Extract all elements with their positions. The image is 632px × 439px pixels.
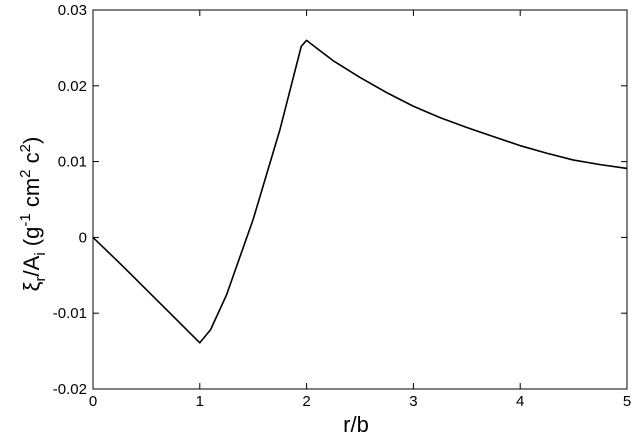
x-tick-label: 2: [302, 393, 310, 410]
y-tick-label: -0.01: [53, 305, 87, 322]
y-label-slash-a: /A: [19, 255, 44, 276]
x-tick-label: 3: [409, 393, 417, 410]
y-label-cm: cm: [19, 178, 44, 213]
y-axis-ticks: -0.02 -0.01 0 0.01 0.02 0.03: [53, 2, 627, 398]
y-axis-label: ξr/Ai (g-1 cm2 c2): [17, 137, 49, 292]
y-label-sub-r: r: [32, 276, 49, 281]
y-label-sup-c: 2: [17, 144, 34, 152]
y-label-g: (g: [19, 227, 44, 253]
y-label-close: ): [19, 137, 44, 144]
series-line: [92, 39, 628, 344]
x-tick-label: 4: [516, 393, 524, 410]
y-tick-label: 0.03: [58, 2, 87, 19]
x-axis-ticks: 0 1 2 3 4 5: [89, 10, 631, 410]
y-tick-label: 0: [79, 229, 87, 246]
plot-border: [92, 9, 628, 390]
series-layer: [92, 39, 628, 344]
y-label-xi: ξ: [19, 281, 44, 291]
y-tick-label: 0.02: [58, 78, 87, 95]
x-tick-label: 0: [89, 393, 97, 410]
y-tick-label: -0.02: [53, 381, 87, 398]
y-tick-label: 0.01: [58, 154, 87, 171]
y-label-sup-g: -1: [17, 213, 34, 226]
x-axis-label: r/b: [343, 412, 369, 437]
y-label-sub-i: i: [32, 252, 49, 255]
x-tick-label: 5: [623, 393, 631, 410]
y-label-sup-cm: 2: [17, 169, 34, 177]
plot-frame: [92, 9, 628, 390]
y-label-c: c: [19, 152, 44, 169]
x-tick-label: 1: [196, 393, 204, 410]
